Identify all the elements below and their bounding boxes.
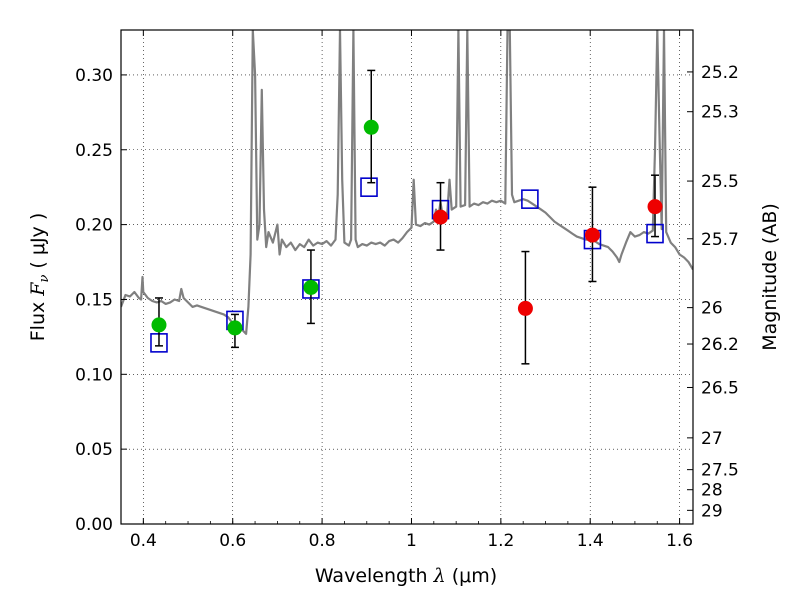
mag-tick-label: 27 [701, 429, 723, 449]
x-axis: 0.4 0.6 0.8 1 1.2 1.4 1.6 [120, 30, 693, 551]
y-tick-label: 0.10 [75, 365, 113, 385]
observed-point-optical [303, 279, 319, 295]
observed-point-optical [151, 317, 167, 333]
x-tick-label: 0.4 [130, 531, 157, 551]
y-tick-label: 0.25 [75, 141, 113, 161]
mag-tick-label: 25.3 [701, 103, 739, 123]
observed-point-optical [363, 119, 379, 135]
plot-frame [120, 29, 694, 525]
observed-point-infrared [584, 227, 600, 243]
y-axis-flux: 0.00 0.05 0.10 0.15 0.20 0.25 0.30 [75, 66, 127, 535]
y-tick-label: 0.15 [75, 290, 113, 310]
mag-tick-label: 25.5 [701, 172, 739, 192]
mag-tick-label: 25.2 [701, 63, 739, 83]
y-tick-label: 0.00 [75, 515, 113, 535]
x-tick-label: 0.8 [309, 531, 336, 551]
model-flux-square [360, 177, 378, 197]
mag-tick-label: 26.2 [701, 335, 739, 355]
x-tick-label: 1.2 [487, 531, 514, 551]
mag-tick-label: 25.7 [701, 230, 739, 250]
y-tick-label: 0.30 [75, 66, 113, 86]
x-tick-label: 1.6 [666, 531, 693, 551]
x-axis-label: Wavelength λ (μm) [315, 565, 497, 587]
mag-tick-label: 26 [701, 299, 723, 319]
model-spectrum-line [121, 30, 693, 335]
mag-tick-label: 27.5 [701, 461, 739, 481]
model-flux-square [521, 189, 539, 209]
y2-axis-label: Magnitude (AB) [759, 203, 781, 351]
y-tick-label: 0.20 [75, 216, 113, 236]
mag-tick-label: 29 [701, 501, 723, 521]
grid-lines [121, 30, 693, 525]
observed-point-infrared [517, 300, 533, 316]
x-tick-label: 1 [406, 531, 417, 551]
observed-point-infrared [647, 199, 663, 215]
mag-tick-label: 26.5 [701, 378, 739, 398]
plot-data [121, 30, 693, 365]
y-axis-label: Flux Fν ( μJy ) [27, 213, 52, 342]
mag-tick-label: 28 [701, 481, 723, 501]
y-tick-label: 0.05 [75, 440, 113, 460]
x-tick-label: 1.4 [577, 531, 604, 551]
observed-point-optical [227, 320, 243, 336]
observed-point-infrared [433, 209, 449, 225]
x-tick-label: 0.6 [219, 531, 246, 551]
